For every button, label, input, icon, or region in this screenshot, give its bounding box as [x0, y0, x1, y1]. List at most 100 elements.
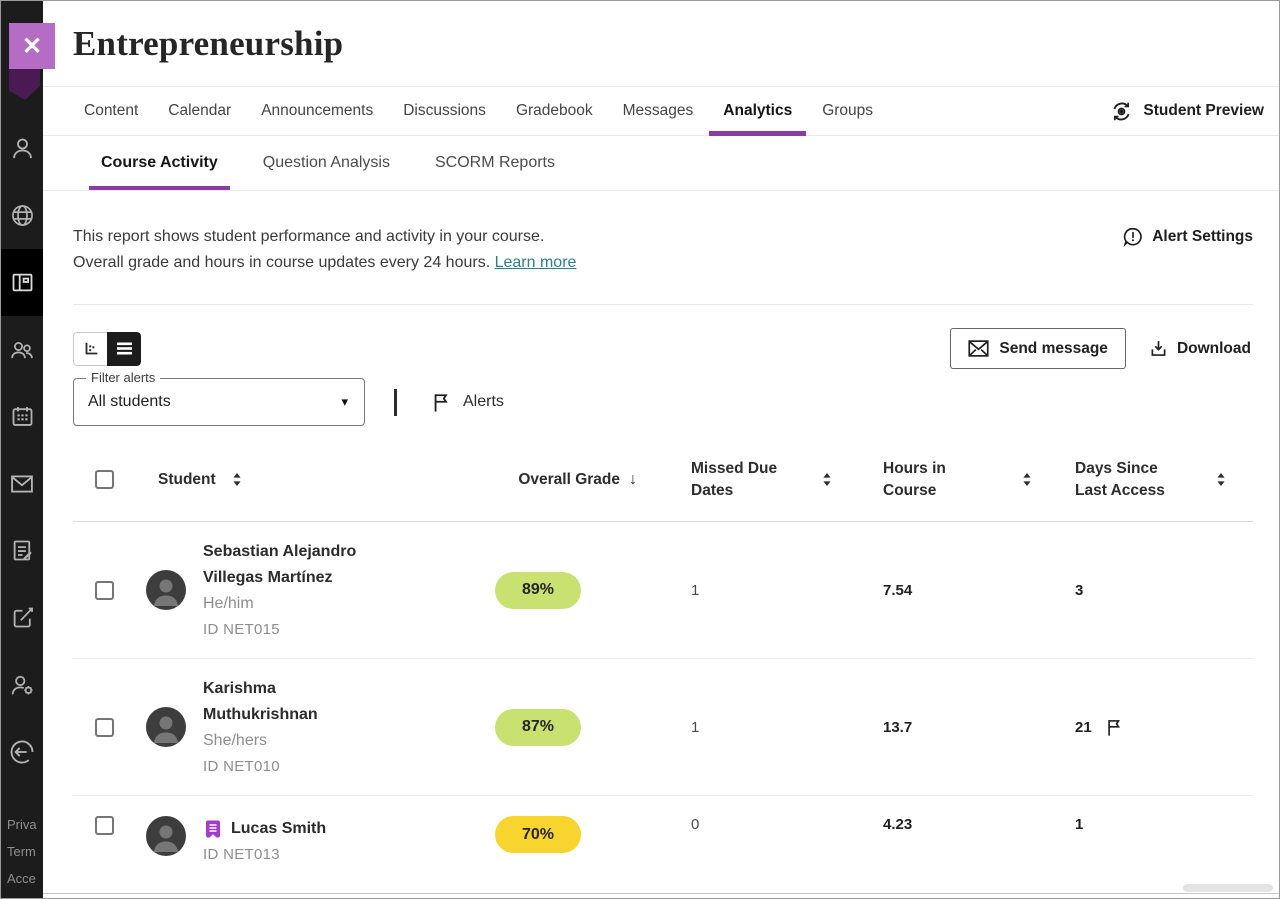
missed-due-dates-value: 1 [691, 718, 700, 736]
logout-arrow-icon [10, 740, 34, 763]
page-title: Entrepreneurship [73, 23, 344, 63]
tab-gradebook[interactable]: Gradebook [515, 102, 593, 119]
course-icon [12, 273, 32, 292]
content-bottom-edge [43, 893, 1279, 894]
view-toggle [73, 331, 141, 366]
report-info-row: This report shows student performance an… [43, 191, 1279, 275]
column-header-student[interactable]: Student [128, 471, 433, 489]
grades-icon[interactable] [1, 517, 43, 584]
activity-icon[interactable] [1, 584, 43, 651]
tab-announcements[interactable]: Announcements [261, 102, 374, 119]
tab-groups[interactable]: Groups [822, 102, 874, 119]
days-since-last-access-value: 1 [1075, 816, 1084, 833]
globe-icon [11, 205, 33, 226]
sidebar-footer-links: Priva Term Acce [7, 817, 37, 886]
section-divider [73, 304, 1253, 305]
table-view-button[interactable] [107, 331, 141, 366]
report-toolbar: Send message Download [43, 305, 1279, 369]
alert-settings-label: Alert Settings [1152, 228, 1253, 245]
chevron-down-icon: ▾ [341, 394, 348, 409]
institution-icon[interactable] [1, 182, 43, 249]
column-header-overall-grade[interactable]: Overall Grade ↓ [518, 470, 637, 488]
subtab-scorm-reports[interactable]: SCORM Reports [434, 154, 555, 171]
courses-icon[interactable] [1, 249, 43, 316]
course-nav-tabs: Content Calendar Announcements Discussio… [43, 86, 1279, 136]
sign-out-icon[interactable] [1, 718, 43, 785]
column-header-hours-in-course[interactable]: Hours in Course [863, 458, 1073, 502]
grade-badge: 70% [495, 816, 581, 853]
alert-bubble-icon [1123, 227, 1142, 247]
profile-icon[interactable] [1, 115, 43, 182]
subtab-course-activity[interactable]: Course Activity [87, 136, 232, 190]
admin-icon[interactable] [1, 651, 43, 718]
select-all-checkbox[interactable] [95, 470, 114, 489]
download-button[interactable]: Download [1148, 338, 1251, 359]
analytics-subtabs: Course Activity Question Analysis SCORM … [43, 136, 1279, 191]
learn-more-link[interactable]: Learn more [494, 253, 577, 271]
flag-icon [434, 393, 448, 412]
row-checkbox[interactable] [95, 717, 114, 737]
filter-alerts-value: All students [88, 393, 171, 410]
horizontal-scrollbar-thumb[interactable] [1183, 884, 1273, 892]
chart-view-button[interactable] [73, 331, 107, 366]
tab-calendar[interactable]: Calendar [168, 102, 232, 119]
filter-alerts-label: Filter alerts [86, 370, 161, 385]
avatar [146, 707, 186, 747]
student-pronouns: She/hers [203, 731, 268, 749]
envelope-icon [11, 474, 33, 493]
student-id: ID NET013 [203, 846, 280, 863]
accessibility-link[interactable]: Acce [7, 871, 36, 886]
hours-in-course-value: 4.23 [883, 816, 913, 833]
student-id: ID NET010 [203, 757, 280, 775]
student-pronouns: He/him [203, 594, 254, 612]
column-header-missed-due-dates[interactable]: Missed Due Dates [643, 458, 863, 502]
privacy-link[interactable]: Priva [7, 817, 37, 832]
global-sidebar: Priva Term Acce [1, 1, 43, 898]
filter-alerts-select[interactable]: Filter alerts All students ▾ [73, 370, 365, 426]
table-row[interactable]: Sebastian Alejandro Villegas Martínez He… [73, 522, 1253, 659]
report-description-line1: This report shows student performance an… [73, 228, 545, 245]
tab-analytics[interactable]: Analytics [708, 87, 807, 136]
avatar [146, 570, 186, 610]
student-activity-table: Student Overall Grade ↓ Missed Due Dates [73, 438, 1253, 898]
subtab-question-analysis[interactable]: Question Analysis [262, 154, 390, 171]
column-header-days-since-last-access[interactable]: Days Since Last Access [1073, 458, 1253, 502]
messages-icon[interactable] [1, 450, 43, 517]
send-message-envelope-icon [968, 340, 989, 357]
filter-row: Filter alerts All students ▾ Alerts [43, 369, 1279, 426]
people-icon [11, 341, 33, 358]
grade-badge: 89% [495, 571, 581, 609]
days-since-last-access-value: 21 [1075, 718, 1092, 736]
student-preview-icon [1113, 102, 1130, 120]
days-since-last-access-value: 3 [1075, 581, 1084, 599]
sort-icon [1023, 473, 1031, 486]
student-preview-button[interactable]: Student Preview [1109, 99, 1264, 124]
table-header-row: Student Overall Grade ↓ Missed Due Dates [73, 438, 1253, 522]
terms-link[interactable]: Term [7, 844, 36, 859]
row-checkbox[interactable] [95, 816, 114, 835]
hours-in-course-value: 13.7 [883, 718, 913, 736]
sort-icon [233, 473, 241, 486]
tab-content[interactable]: Content [84, 102, 139, 119]
document-edit-icon [13, 540, 32, 561]
organizations-icon[interactable] [1, 316, 43, 383]
sort-icon [823, 473, 831, 486]
table-row[interactable]: Karishma Muthukrishnan She/hers ID NET01… [73, 659, 1253, 796]
title-bar: Entrepreneurship [43, 1, 1279, 86]
close-course-button[interactable]: ✕ [9, 23, 55, 69]
alerts-filter-toggle[interactable]: Alerts [431, 392, 504, 413]
student-name: Sebastian Alejandro Villegas Martínez [203, 542, 357, 586]
vertical-divider [394, 388, 397, 416]
alert-settings-button[interactable]: Alert Settings [1122, 226, 1253, 248]
grade-badge: 87% [495, 708, 581, 746]
calendar-icon[interactable] [1, 383, 43, 450]
report-description: This report shows student performance an… [73, 224, 576, 275]
sort-descending-icon: ↓ [629, 470, 637, 488]
send-message-button[interactable]: Send message [950, 328, 1126, 369]
tab-discussions[interactable]: Discussions [403, 102, 486, 119]
student-name: Lucas Smith [231, 820, 327, 837]
row-checkbox[interactable] [95, 580, 114, 600]
table-row[interactable]: Lucas Smith ID NET013 70% 0 4.23 1 [73, 796, 1253, 898]
tab-messages[interactable]: Messages [622, 102, 694, 119]
download-icon [1151, 341, 1166, 356]
